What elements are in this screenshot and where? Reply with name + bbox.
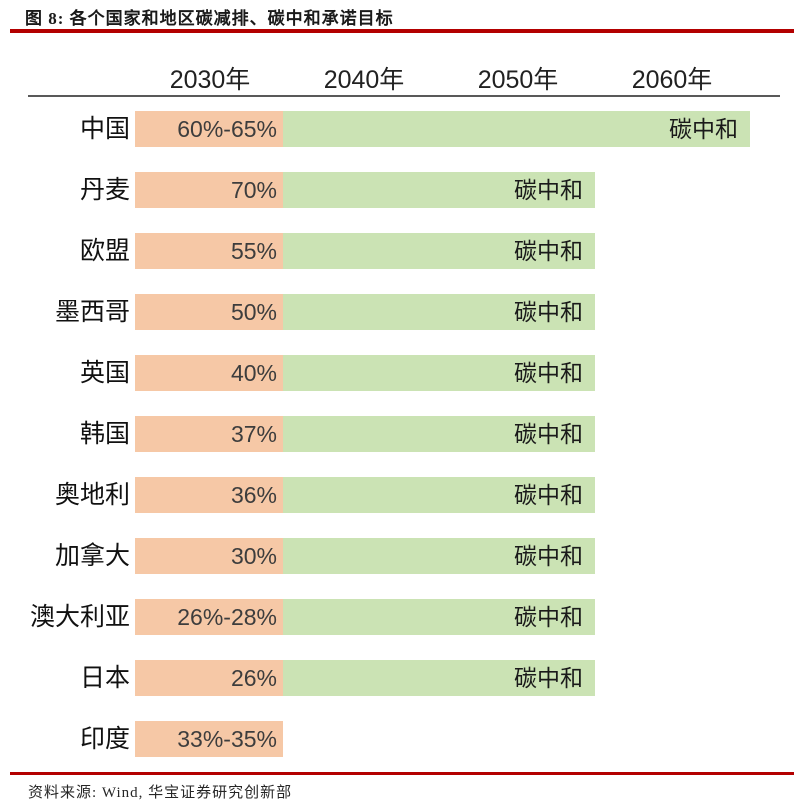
carbon-neutral-label: 碳中和	[514, 665, 583, 691]
chart-rows: 中国 60%-65% 碳中和 丹麦 70% 碳中和 欧盟 55% 碳中和 墨西哥…	[0, 111, 804, 782]
header-separator-line	[28, 95, 780, 97]
country-label: 加拿大	[54, 542, 130, 570]
target-2030-bar: 36%	[135, 477, 283, 513]
country-label: 丹麦	[79, 176, 130, 204]
carbon-neutral-bar: 碳中和	[283, 355, 595, 391]
target-2030-value: 26%	[230, 665, 277, 691]
carbon-neutral-label: 碳中和	[514, 360, 583, 386]
carbon-neutral-bar: 碳中和	[283, 477, 595, 513]
target-2030-value: 26%-28%	[177, 604, 277, 630]
country-label: 韩国	[79, 420, 130, 448]
carbon-neutral-label: 碳中和	[669, 116, 738, 142]
chart-row-japan: 日本 26% 碳中和	[0, 660, 804, 696]
footer-separator-line	[10, 772, 794, 775]
country-label: 奥地利	[54, 481, 130, 509]
target-2030-value: 36%	[230, 482, 277, 508]
target-2030-value: 50%	[230, 299, 277, 325]
carbon-neutral-label: 碳中和	[514, 421, 583, 447]
carbon-neutral-label: 碳中和	[514, 299, 583, 325]
country-label: 英国	[79, 359, 130, 387]
target-2030-bar: 26%-28%	[135, 599, 283, 635]
target-2030-bar: 55%	[135, 233, 283, 269]
chart-row-austria: 奥地利 36% 碳中和	[0, 477, 804, 513]
carbon-neutral-bar: 碳中和	[283, 233, 595, 269]
carbon-neutral-bar: 碳中和	[283, 111, 750, 147]
column-header-2050: 2050年	[477, 66, 559, 94]
carbon-neutral-bar: 碳中和	[283, 599, 595, 635]
column-header-2060: 2060年	[631, 66, 713, 94]
carbon-neutral-bar: 碳中和	[283, 294, 595, 330]
target-2030-value: 33%-35%	[177, 726, 277, 752]
chart-row-denmark: 丹麦 70% 碳中和	[0, 172, 804, 208]
carbon-neutral-label: 碳中和	[514, 177, 583, 203]
column-header-2030: 2030年	[169, 66, 251, 94]
carbon-neutral-bar: 碳中和	[283, 172, 595, 208]
chart-row-uk: 英国 40% 碳中和	[0, 355, 804, 391]
carbon-neutral-label: 碳中和	[514, 482, 583, 508]
target-2030-bar: 37%	[135, 416, 283, 452]
carbon-neutral-bar: 碳中和	[283, 660, 595, 696]
chart-row-australia: 澳大利亚 26%-28% 碳中和	[0, 599, 804, 635]
country-label: 日本	[79, 664, 130, 692]
column-header-2040: 2040年	[323, 66, 405, 94]
chart-row-china: 中国 60%-65% 碳中和	[0, 111, 804, 147]
target-2030-bar: 60%-65%	[135, 111, 283, 147]
target-2030-bar: 70%	[135, 172, 283, 208]
target-2030-value: 30%	[230, 543, 277, 569]
carbon-neutral-bar: 碳中和	[283, 416, 595, 452]
title-underline	[10, 29, 794, 33]
carbon-neutral-label: 碳中和	[514, 604, 583, 630]
target-2030-bar: 50%	[135, 294, 283, 330]
target-2030-value: 37%	[230, 421, 277, 447]
chart-row-mexico: 墨西哥 50% 碳中和	[0, 294, 804, 330]
target-2030-bar: 33%-35%	[135, 721, 283, 757]
chart-row-india: 印度 33%-35%	[0, 721, 804, 757]
country-label: 墨西哥	[54, 298, 130, 326]
carbon-neutral-bar: 碳中和	[283, 538, 595, 574]
country-label: 欧盟	[79, 237, 130, 265]
target-2030-bar: 40%	[135, 355, 283, 391]
chart-row-eu: 欧盟 55% 碳中和	[0, 233, 804, 269]
target-2030-value: 60%-65%	[177, 116, 277, 142]
target-2030-value: 40%	[230, 360, 277, 386]
country-label: 印度	[79, 725, 130, 753]
target-2030-value: 55%	[230, 238, 277, 264]
carbon-neutral-label: 碳中和	[514, 543, 583, 569]
source-note: 资料来源: Wind, 华宝证券研究创新部	[28, 785, 293, 801]
country-label: 中国	[79, 115, 130, 143]
target-2030-bar: 26%	[135, 660, 283, 696]
target-2030-value: 70%	[230, 177, 277, 203]
carbon-neutral-label: 碳中和	[514, 238, 583, 264]
target-2030-bar: 30%	[135, 538, 283, 574]
country-label: 澳大利亚	[29, 603, 130, 631]
chart-row-canada: 加拿大 30% 碳中和	[0, 538, 804, 574]
figure-title: 图 8: 各个国家和地区碳减排、碳中和承诺目标	[25, 9, 394, 28]
chart-row-korea: 韩国 37% 碳中和	[0, 416, 804, 452]
